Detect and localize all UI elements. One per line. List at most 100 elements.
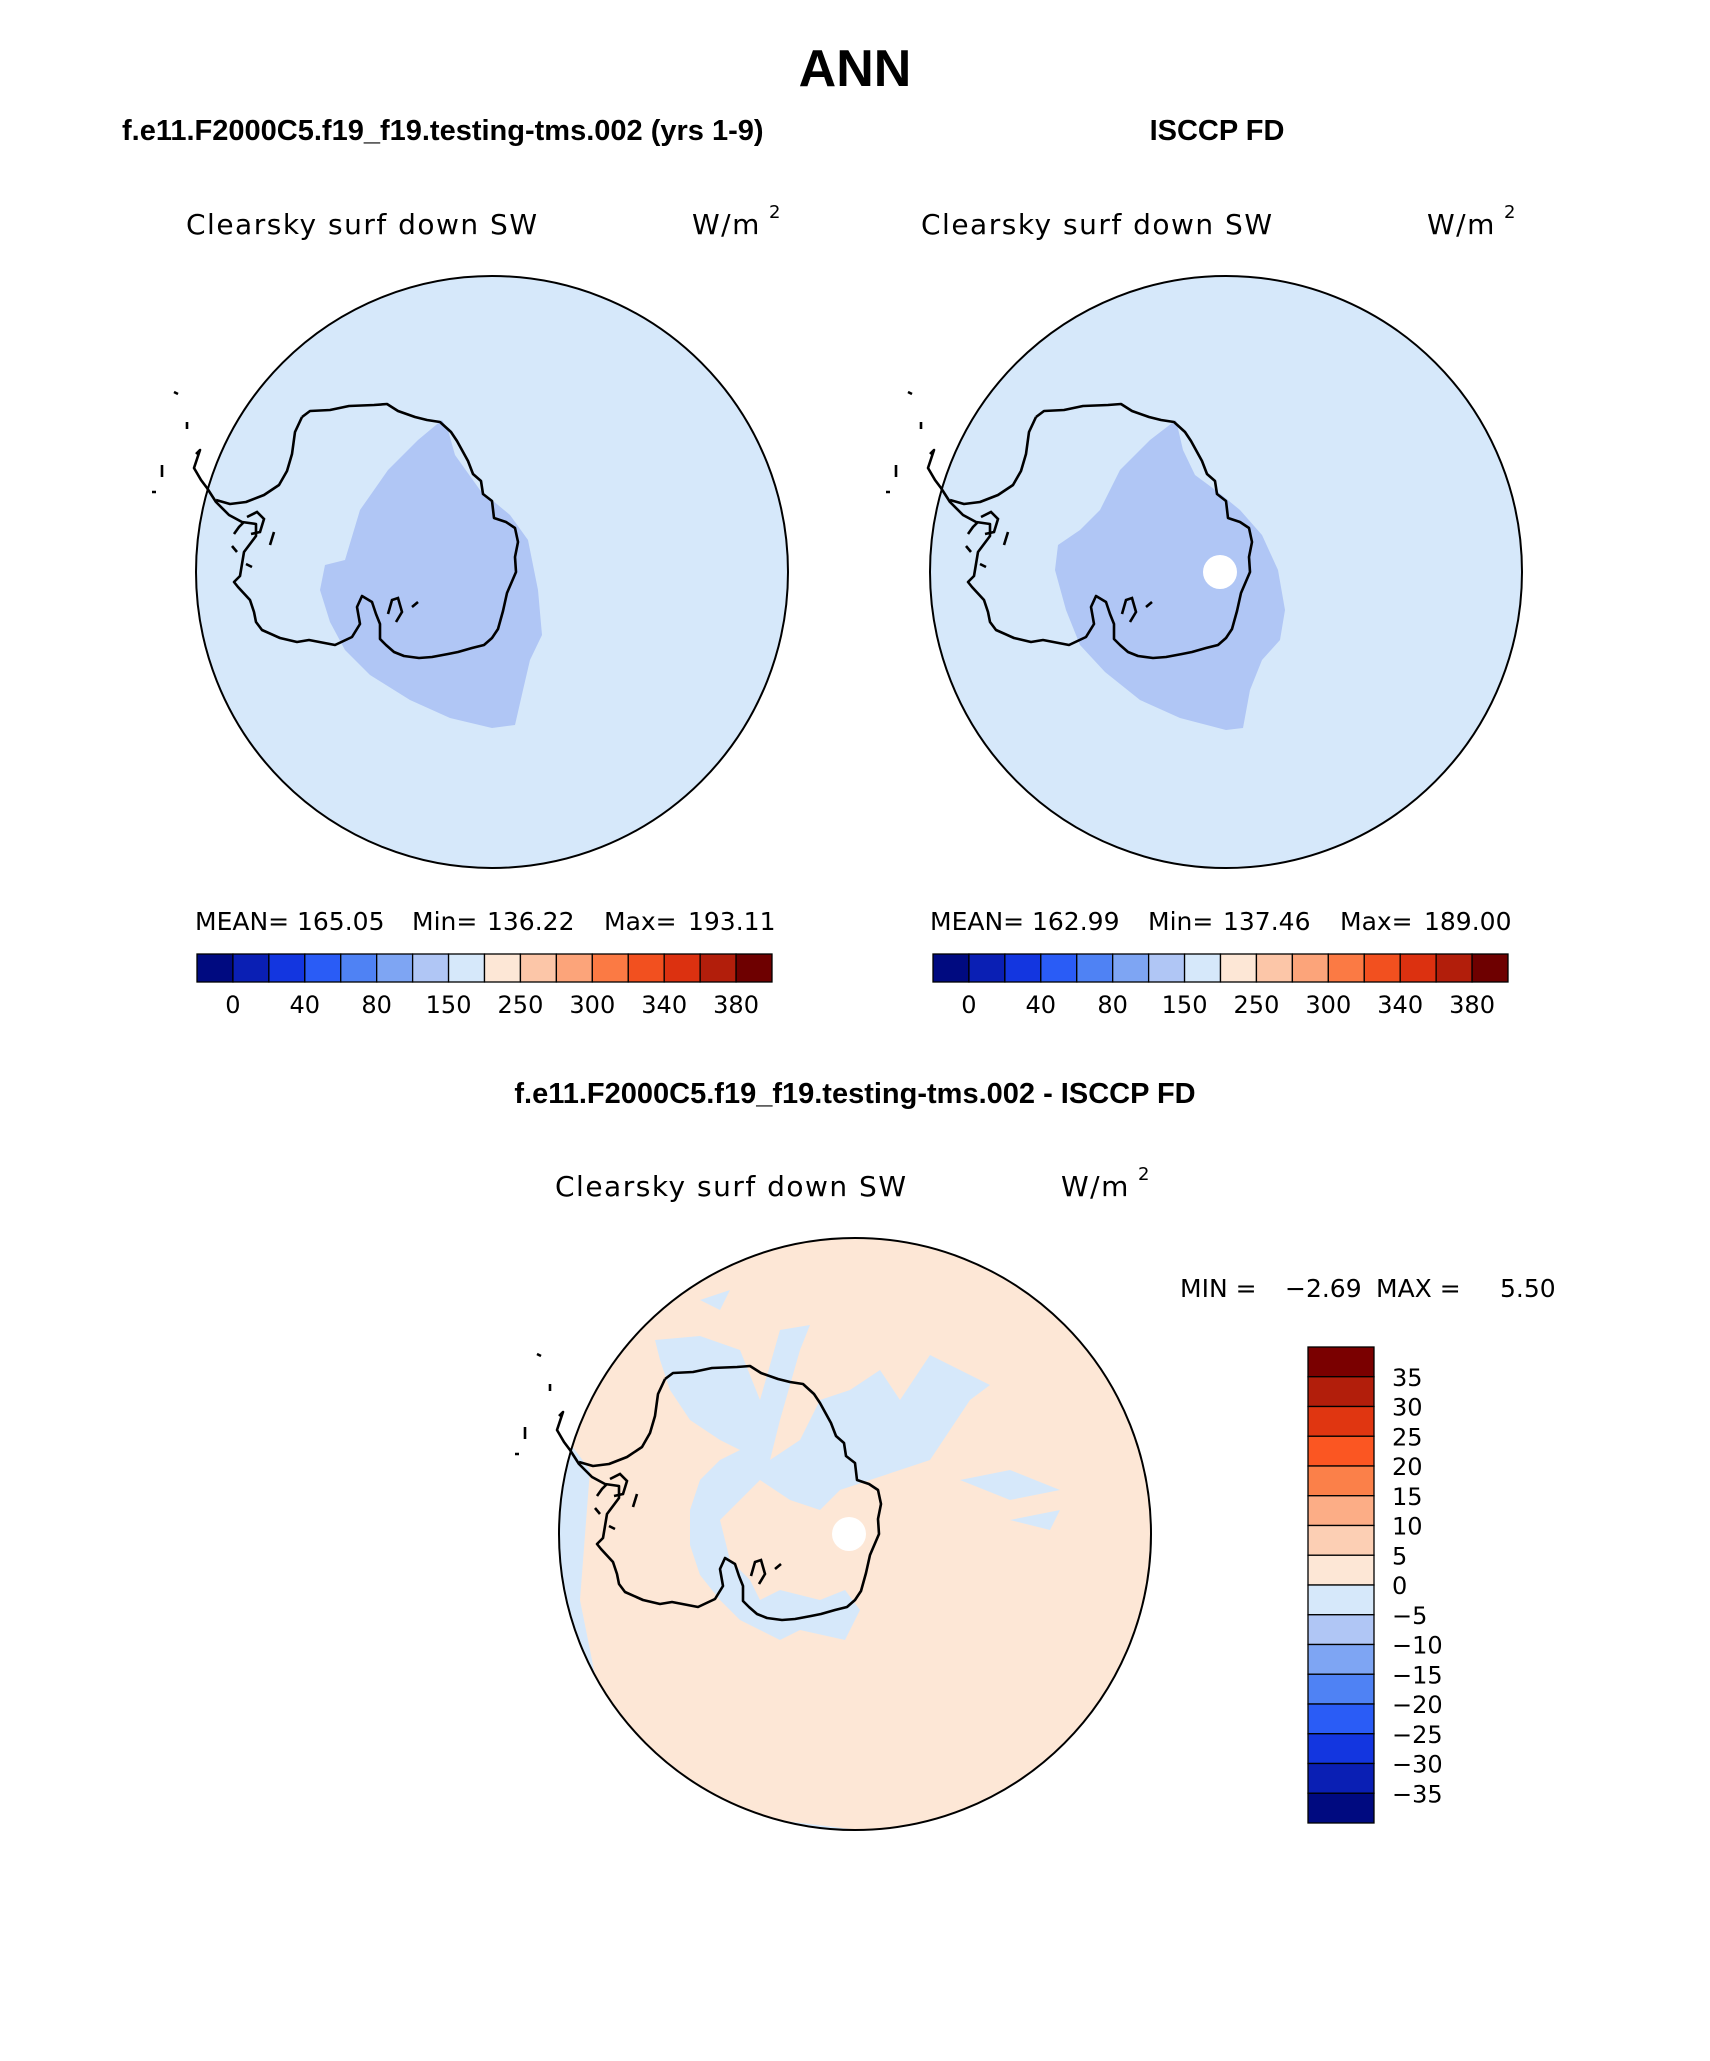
svg-text:165.05: 165.05 (297, 907, 384, 936)
obs-colorbar-swatch (1327, 953, 1365, 983)
obs-colorbar-tick-label: 40 (1026, 991, 1057, 1019)
difference-colorbar-level-label: 30 (1392, 1394, 1423, 1422)
difference-colorbar-swatch (1307, 1554, 1375, 1586)
obs-colorbar-swatch (1435, 953, 1473, 983)
model-colorbar-tick-label: 380 (713, 991, 759, 1019)
svg-text:136.22: 136.22 (487, 907, 574, 936)
obs-colorbar-tick-label: 300 (1305, 991, 1351, 1019)
model-colorbar-swatch (447, 953, 486, 983)
difference-colorbar-swatch (1307, 1435, 1375, 1467)
model-colorbar-swatch (196, 953, 234, 983)
svg-text:2: 2 (1504, 202, 1515, 223)
svg-text:MAX =: MAX = (1376, 1274, 1461, 1303)
svg-text:W/m: W/m (1427, 208, 1496, 241)
obs-colorbar-swatch (968, 953, 1006, 983)
model-colorbar-tick-label: 40 (290, 991, 321, 1019)
obs-colorbar-swatch (1147, 953, 1186, 983)
obs-stats: MEAN= 162.99 Min= 137.46 Max= 189.00 (930, 907, 1511, 936)
model-panel-heading: f.e11.F2000C5.f19_f19.testing-tms.002 (y… (122, 115, 764, 147)
model-colorbar-swatch (735, 953, 773, 983)
model-colorbar-swatch (663, 953, 701, 983)
model-colorbar-swatch (304, 953, 342, 983)
model-colorbar-tick-label: 80 (361, 991, 392, 1019)
model-colorbar-swatch (411, 953, 450, 983)
model-variable-label: Clearsky surf down SW (186, 208, 539, 241)
difference-colorbar-level-label: 20 (1392, 1453, 1423, 1481)
obs-colorbar-swatch (1040, 953, 1078, 983)
difference-panel: f.e11.F2000C5.f19_f19.testing-tms.002 - … (513, 1078, 1556, 1831)
obs-variable-label: Clearsky surf down SW (921, 208, 1274, 241)
obs-missing-pole-marker (1203, 555, 1237, 589)
obs-low-value-region (1055, 420, 1285, 730)
svg-text:5.50: 5.50 (1500, 1274, 1556, 1303)
difference-units-label: W/m 2 (1061, 1164, 1149, 1203)
difference-colorbar-swatch (1307, 1643, 1375, 1675)
svg-text:MEAN=: MEAN= (195, 907, 289, 936)
obs-panel-heading: ISCCP FD (1150, 115, 1285, 147)
difference-missing-pole-marker (832, 1517, 866, 1551)
svg-text:MEAN=: MEAN= (930, 907, 1024, 936)
difference-colorbar-level-label: 15 (1392, 1483, 1423, 1511)
svg-text:2: 2 (1138, 1164, 1149, 1185)
difference-colorbar-swatch (1307, 1465, 1375, 1497)
difference-colorbar-level-label: −20 (1392, 1691, 1443, 1719)
obs-colorbar-swatch (1076, 953, 1114, 983)
svg-text:189.00: 189.00 (1424, 907, 1511, 936)
difference-colorbar-level-label: −30 (1392, 1751, 1443, 1779)
difference-negative-region (655, 1325, 990, 1640)
model-colorbar (196, 953, 773, 983)
difference-colorbar-swatch (1307, 1376, 1375, 1408)
difference-colorbar-swatch (1307, 1673, 1375, 1705)
model-colorbar-swatch (376, 953, 414, 983)
difference-colorbar-swatch (1307, 1703, 1375, 1735)
difference-colorbar-level-label: −15 (1392, 1661, 1443, 1689)
difference-colorbar-level-label: −25 (1392, 1721, 1443, 1749)
obs-colorbar-tick-label: 340 (1377, 991, 1423, 1019)
difference-colorbar-level-label: −35 (1392, 1780, 1443, 1808)
obs-colorbar-swatch (1399, 953, 1437, 983)
obs-colorbar-swatch (1004, 953, 1042, 983)
obs-colorbar-swatch (1183, 953, 1222, 983)
svg-text:2: 2 (769, 202, 780, 223)
difference-colorbar (1307, 1346, 1375, 1824)
svg-text:Max=: Max= (1340, 907, 1413, 936)
model-colorbar-labels: 0 40 80 150 250 300 340 380 (225, 991, 759, 1019)
difference-colorbar-level-label: −10 (1392, 1632, 1443, 1660)
svg-text:193.11: 193.11 (688, 907, 775, 936)
difference-colorbar-swatch (1307, 1614, 1375, 1646)
model-colorbar-tick-label: 0 (225, 991, 240, 1019)
obs-colorbar-tick-label: 150 (1162, 991, 1208, 1019)
svg-text:137.46: 137.46 (1223, 907, 1310, 936)
difference-colorbar-level-label: −5 (1392, 1602, 1427, 1630)
obs-colorbar-swatch (1363, 953, 1401, 983)
model-polar-map (150, 275, 789, 869)
svg-text:Min=: Min= (412, 907, 477, 936)
difference-heading: f.e11.F2000C5.f19_f19.testing-tms.002 - … (514, 1078, 1195, 1110)
model-colorbar-tick-label: 250 (498, 991, 544, 1019)
model-colorbar-swatch (268, 953, 306, 983)
obs-colorbar-swatch (1255, 953, 1294, 983)
model-colorbar-tick-label: 300 (569, 991, 615, 1019)
obs-colorbar-tick-label: 250 (1234, 991, 1280, 1019)
svg-text:Max=: Max= (604, 907, 677, 936)
svg-text:−2.69: −2.69 (1285, 1274, 1362, 1303)
difference-colorbar-swatch (1307, 1346, 1375, 1378)
difference-colorbar-swatch (1307, 1405, 1375, 1437)
model-colorbar-swatch (627, 953, 665, 983)
difference-colorbar-swatch (1307, 1524, 1375, 1556)
obs-colorbar-swatch (1219, 953, 1258, 983)
obs-panel: ISCCP FD Clearsky surf down SW W/m 2 MEA… (884, 115, 1523, 1019)
difference-colorbar-level-label: 0 (1392, 1572, 1407, 1600)
model-stats: MEAN= 165.05 Min= 136.22 Max= 193.11 (195, 907, 775, 936)
model-colorbar-swatch (699, 953, 737, 983)
difference-colorbar-level-label: 25 (1392, 1423, 1423, 1451)
figure-title: ANN (799, 40, 912, 98)
svg-text:W/m: W/m (1061, 1170, 1130, 1203)
difference-colorbar-level-label: 35 (1392, 1364, 1423, 1392)
obs-colorbar (932, 953, 1509, 983)
obs-colorbar-tick-label: 380 (1449, 991, 1495, 1019)
model-colorbar-swatch (232, 953, 270, 983)
difference-colorbar-swatch (1307, 1584, 1375, 1616)
